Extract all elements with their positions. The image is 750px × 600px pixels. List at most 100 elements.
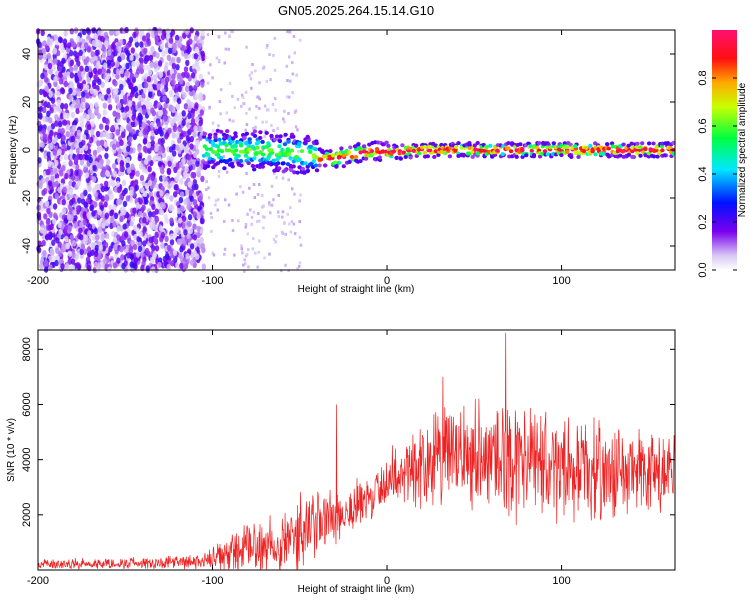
spectrogram-cell bbox=[266, 141, 271, 146]
spectrogram-cell bbox=[211, 76, 214, 80]
spectrogram-cell bbox=[303, 140, 308, 145]
spectrogram-cell bbox=[63, 30, 68, 37]
spectrogram-cell bbox=[300, 160, 305, 165]
spectrogram-cell bbox=[205, 188, 208, 192]
spectrogram-cell bbox=[65, 243, 71, 250]
colorbar-tick-label: 0.2 bbox=[697, 214, 709, 229]
spectrogram-cell bbox=[210, 216, 213, 220]
spectrogram-cell bbox=[64, 172, 69, 180]
spectrogram-cell bbox=[413, 143, 419, 148]
spectrogram-cell bbox=[198, 73, 203, 81]
spectrogram-cell bbox=[54, 180, 59, 188]
spectrogram-cell bbox=[142, 87, 147, 94]
spectrogram-cell bbox=[211, 121, 215, 125]
spectrogram-cell bbox=[79, 83, 84, 90]
spectrogram-cell bbox=[91, 176, 97, 183]
snr-plot: -200 -100 0 100 2000 4000 6000 8000 Height of s… bbox=[6, 329, 676, 595]
spectrogram-cell bbox=[108, 204, 113, 211]
spectrogram-cell bbox=[179, 246, 184, 253]
spectrogram-cell bbox=[180, 143, 185, 151]
spectrogram-cell bbox=[272, 137, 277, 142]
spectrogram-cell bbox=[122, 80, 127, 87]
spectrogram-cell bbox=[281, 176, 285, 180]
spectrogram-cell bbox=[163, 260, 168, 267]
spectrogram-cell bbox=[52, 218, 57, 225]
spectrogram-cell bbox=[217, 170, 221, 173]
spectrogram-cell bbox=[386, 143, 391, 148]
spectrogram-cell bbox=[215, 128, 220, 133]
spectrogram-cell bbox=[154, 208, 159, 215]
spectrogram-cell bbox=[48, 143, 53, 150]
spectrogram-cell bbox=[178, 196, 184, 204]
spectrogram-cell bbox=[170, 56, 176, 64]
spectrogram-cell bbox=[92, 187, 97, 194]
spectrogram-cell bbox=[94, 107, 99, 114]
spectrogram-cell bbox=[76, 129, 82, 136]
spectrogram-cell bbox=[159, 43, 165, 50]
spectrogram-cell bbox=[112, 204, 117, 211]
spectrogram-cell bbox=[138, 131, 143, 138]
spectrogram-cell bbox=[467, 146, 472, 151]
spectrogram-cell bbox=[228, 34, 231, 38]
spectrogram-cell bbox=[318, 157, 324, 162]
spectrogram-cell bbox=[206, 152, 211, 157]
spectrogram-cell bbox=[132, 207, 137, 214]
spectrogram-cell bbox=[193, 125, 198, 132]
spectrogram-cell bbox=[232, 119, 235, 123]
spectrogram-cell bbox=[164, 76, 170, 84]
spectrogram-cell bbox=[54, 120, 59, 127]
spectrogram-cell bbox=[93, 261, 99, 268]
spectrogram-cell bbox=[135, 68, 141, 75]
spectrogram-cell bbox=[72, 124, 77, 132]
spectrogram-cell bbox=[207, 71, 211, 75]
spectrogram-cell bbox=[248, 73, 252, 77]
spectrogram-cell bbox=[215, 144, 221, 149]
spectrogram-cell bbox=[651, 154, 657, 159]
spectrogram-cell bbox=[247, 140, 253, 145]
spectrogram-cell bbox=[153, 30, 159, 37]
spectrogram-cell bbox=[300, 166, 306, 171]
spectrogram-cell bbox=[112, 236, 118, 244]
spectrogram-cell bbox=[252, 167, 257, 172]
spectrogram-cell bbox=[79, 248, 84, 256]
spectrogram-cell bbox=[472, 143, 477, 148]
spectrogram-cell bbox=[217, 137, 222, 142]
spectrogram-cell bbox=[40, 29, 45, 37]
spectrogram-cell bbox=[46, 52, 52, 60]
spectrogram-cell bbox=[646, 154, 651, 159]
spectrogram-cell bbox=[115, 129, 121, 136]
spectrogram-cell bbox=[80, 198, 86, 205]
spectrogram-cell bbox=[233, 134, 238, 139]
spectrogram-cell bbox=[187, 220, 192, 228]
spectrogram-cell bbox=[618, 153, 623, 158]
spectrogram-cell bbox=[559, 153, 564, 158]
spectrogram-cell bbox=[90, 249, 95, 256]
spectrogram-cell bbox=[233, 148, 239, 153]
spectrogram-cell bbox=[67, 250, 73, 257]
spectrogram-cell bbox=[256, 193, 260, 196]
spectrogram-cell bbox=[50, 175, 55, 183]
spectrogram-cell bbox=[280, 147, 285, 152]
spectrogram-cell bbox=[165, 253, 170, 260]
spectrogram-cell bbox=[207, 186, 210, 190]
colorbar-label: Normalized spectral amplitude bbox=[737, 82, 748, 217]
spectrogram-cell bbox=[288, 156, 293, 161]
spectrogram-cell bbox=[125, 49, 131, 57]
spectrogram-cell bbox=[154, 231, 159, 239]
spectrogram-cell bbox=[217, 174, 221, 178]
spectrogram-cell bbox=[150, 107, 155, 114]
spectrogram-cell bbox=[200, 30, 205, 37]
spectrogram-cell bbox=[61, 243, 66, 250]
spectrogram-cell bbox=[332, 160, 338, 165]
spectrogram-cell bbox=[103, 31, 109, 39]
spectrogram-cell bbox=[163, 102, 168, 109]
spectrogram-cell bbox=[274, 134, 280, 139]
spectrogram-cell bbox=[263, 134, 266, 138]
spectrogram-cell bbox=[48, 264, 53, 271]
spectrogram-cell bbox=[369, 149, 375, 154]
spectrogram-cell bbox=[160, 33, 166, 41]
spectrogram-cell bbox=[114, 252, 119, 260]
spectrogram-cell bbox=[258, 239, 261, 243]
spectrogram-cell bbox=[215, 152, 221, 157]
spectrogram-cell bbox=[97, 78, 102, 86]
